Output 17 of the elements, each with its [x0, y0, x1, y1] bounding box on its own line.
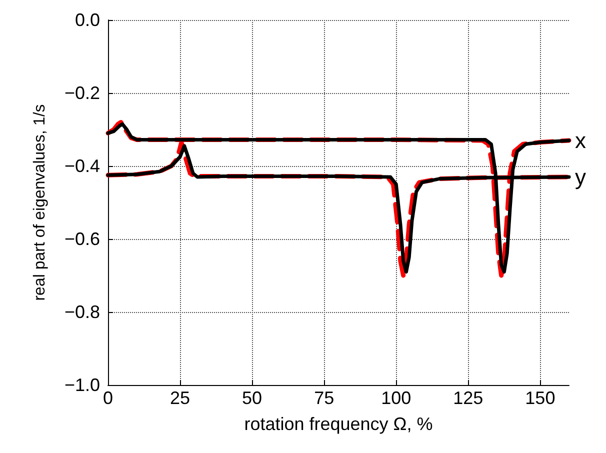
y-tick-label: −1.0 [64, 375, 100, 395]
x-tick-label: 125 [453, 388, 484, 408]
y-tick-label: 0.0 [74, 10, 100, 30]
x-axis-title: rotation frequency Ω, % [244, 414, 433, 434]
y-tick-label: −0.6 [64, 229, 100, 249]
y-tick-label: −0.4 [64, 156, 100, 176]
y-tick-label: −0.8 [64, 302, 100, 322]
series-label: x [575, 128, 586, 153]
x-tick-label: 150 [525, 388, 556, 408]
x-tick-label: 100 [381, 388, 412, 408]
x-tick-label: 50 [242, 388, 262, 408]
y-tick-label: −0.2 [64, 83, 100, 103]
y-axis-title: real part of eigenvalues, 1/s [32, 104, 48, 301]
series-label: y [575, 164, 586, 190]
x-tick-label: 25 [170, 388, 190, 408]
x-tick-label: 75 [314, 388, 334, 408]
x-tick-label: 0 [102, 388, 114, 408]
